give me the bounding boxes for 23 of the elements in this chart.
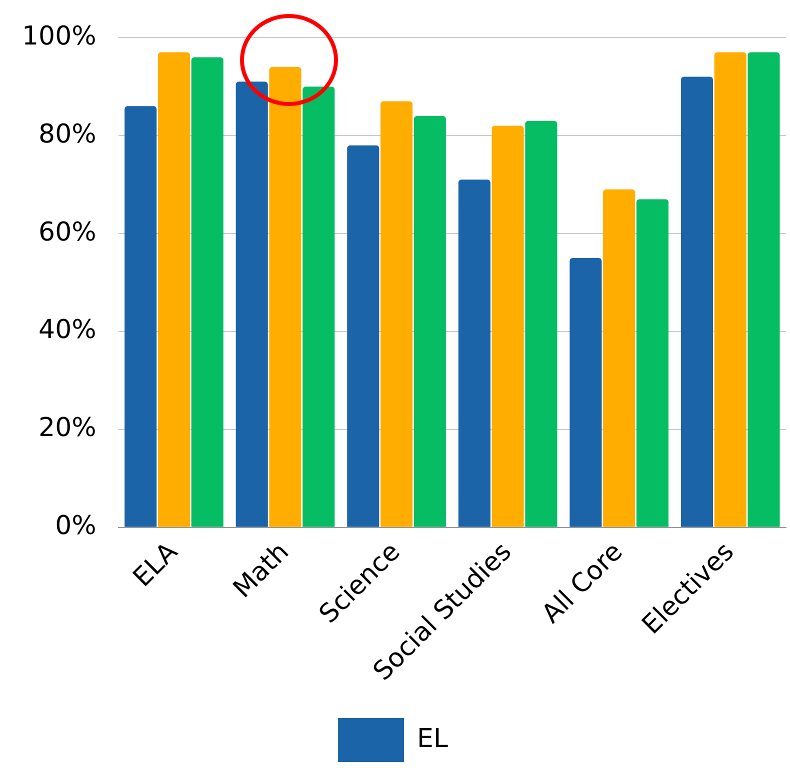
y-tick-label: 60% — [38, 217, 96, 248]
y-tick-label: 20% — [38, 413, 96, 444]
bar — [714, 52, 746, 527]
bar — [680, 76, 713, 527]
bar — [458, 180, 490, 527]
bar — [603, 189, 636, 527]
bar — [158, 52, 190, 527]
bar — [380, 101, 413, 527]
bar — [525, 120, 558, 527]
y-tick-label: 80% — [38, 119, 96, 150]
bar — [124, 106, 157, 527]
bar — [191, 57, 224, 527]
y-tick-label: 100% — [22, 21, 96, 52]
bar — [492, 126, 524, 527]
bar — [347, 145, 380, 527]
legend-label: EL — [417, 724, 448, 754]
y-tick-label: 40% — [38, 315, 96, 346]
bar — [414, 116, 446, 527]
bar — [636, 199, 668, 527]
bar — [570, 258, 602, 527]
y-tick-label: 0% — [55, 511, 96, 542]
x-tick-label: ELA — [128, 536, 184, 593]
bar — [748, 52, 780, 527]
